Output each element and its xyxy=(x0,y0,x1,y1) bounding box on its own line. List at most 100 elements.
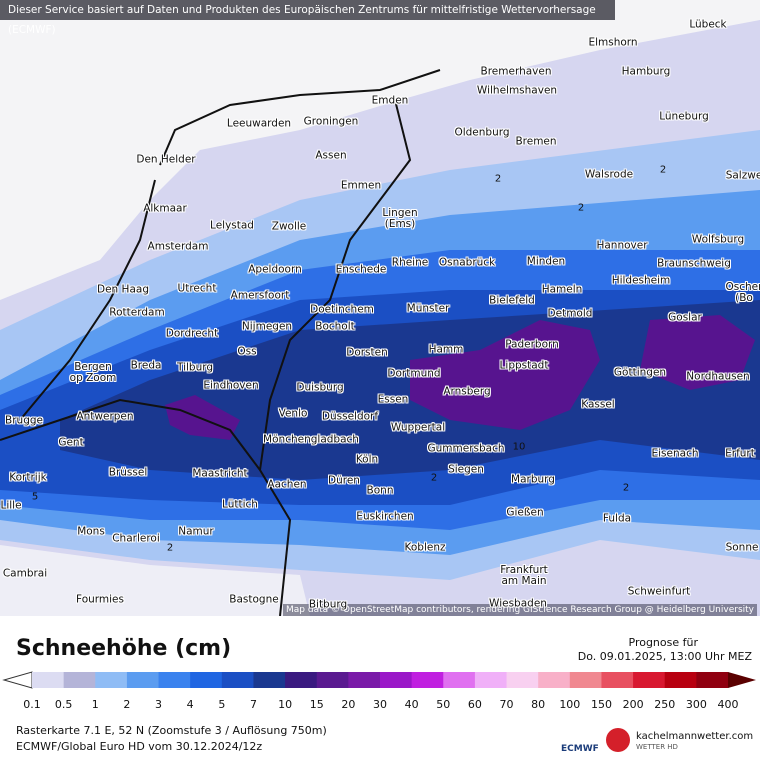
city-label: Apeldoorn xyxy=(248,263,302,276)
city-label: Mons xyxy=(77,525,105,538)
city-label: Salzwe xyxy=(725,169,760,182)
contour-label: 2 xyxy=(430,472,438,484)
colorbar-swatch xyxy=(506,672,539,688)
city-label: Hameln xyxy=(541,283,583,296)
colorbar-tick-label: 400 xyxy=(718,698,739,711)
colorbar-tick-label: 80 xyxy=(531,698,545,711)
contour-label: 2 xyxy=(166,542,174,554)
city-label: Groningen xyxy=(303,115,359,128)
colorbar-tick-label: 50 xyxy=(436,698,450,711)
colorbar-tick-label: 100 xyxy=(559,698,580,711)
colorbar-tick-label: 60 xyxy=(468,698,482,711)
city-label: Doetinchem xyxy=(310,303,374,316)
colorbar-tick-label: 15 xyxy=(310,698,324,711)
city-label: Bergen op Zoom xyxy=(69,361,117,384)
colorbar-tick-label: 150 xyxy=(591,698,612,711)
city-label: Minden xyxy=(526,255,566,268)
city-label: Wuppertal xyxy=(390,421,446,434)
colorbar-tick-label: 3 xyxy=(155,698,162,711)
city-label: Rheine xyxy=(391,256,429,269)
footer-line1: Rasterkarte 7.1 E, 52 N (Zoomstufe 3 / A… xyxy=(16,724,327,737)
colorbar-swatch xyxy=(221,672,254,688)
colorbar-tick-label: 70 xyxy=(500,698,514,711)
city-label: Aachen xyxy=(267,478,307,491)
colorbar-low xyxy=(2,671,33,689)
city-label: Tilburg xyxy=(176,361,214,374)
city-label: Emden xyxy=(371,94,409,107)
city-label: Eisenach xyxy=(651,447,699,460)
city-label: Enschede xyxy=(335,263,387,276)
city-label: Antwerpen xyxy=(76,410,134,423)
city-label: Köln xyxy=(355,453,379,466)
city-label: Dordrecht xyxy=(165,327,219,340)
city-label: Hamm xyxy=(428,343,464,356)
city-label: Alkmaar xyxy=(143,202,187,215)
colorbar-swatch xyxy=(443,672,476,688)
city-label: Sonne xyxy=(725,541,759,554)
colorbar-swatch xyxy=(253,672,286,688)
city-label: Wiesbaden xyxy=(489,597,547,610)
city-label: Siegen xyxy=(448,463,484,476)
city-label: Namur xyxy=(178,525,214,538)
colorbar-tick-label: 1 xyxy=(92,698,99,711)
site-logo-sub: WETTER HD xyxy=(636,743,678,751)
colorbar-tick-label: 40 xyxy=(405,698,419,711)
city-label: Braunschweig xyxy=(657,257,731,270)
city-label: Zwolle xyxy=(271,220,307,233)
city-label: Den Helder xyxy=(136,153,196,166)
city-label: Düren xyxy=(328,474,360,487)
ecmwf-logo: ECMWF xyxy=(561,744,599,754)
colorbar-tick-label: 4 xyxy=(187,698,194,711)
city-label: Rotterdam xyxy=(109,306,165,319)
city-label: Düsseldorf xyxy=(321,410,379,423)
city-label: Bitburg xyxy=(308,598,348,611)
city-label: Lüttich xyxy=(222,498,258,511)
city-label: Essen xyxy=(377,393,409,406)
colorbar-high xyxy=(728,672,756,688)
city-label: Lingen (Ems) xyxy=(382,207,418,230)
city-label: Assen xyxy=(315,149,347,162)
city-label: Brugge xyxy=(5,414,43,427)
banner: Dieser Service basiert auf Daten und Pro… xyxy=(0,0,615,36)
city-label: Osnabrück xyxy=(438,256,496,269)
city-label: Goslar xyxy=(668,311,702,324)
colorbar-tick-label: 2 xyxy=(123,698,130,711)
contour-label: 2 xyxy=(494,173,502,185)
colorbar-swatch xyxy=(190,672,223,688)
city-label: Maastricht xyxy=(192,467,248,480)
city-label: Euskirchen xyxy=(356,510,414,523)
city-label: Bonn xyxy=(366,484,394,497)
city-label: Oss xyxy=(237,345,257,358)
site-logo: kachelmannwetter.com xyxy=(636,731,754,742)
city-label: Utrecht xyxy=(177,282,217,295)
city-label: Münster xyxy=(406,302,450,315)
colorbar-tick-label: 250 xyxy=(654,698,675,711)
city-label: Cambrai xyxy=(2,567,48,580)
contour-label: 2 xyxy=(577,202,585,214)
colorbar-tick-label: 7 xyxy=(250,698,257,711)
contour-label: 2 xyxy=(659,164,667,176)
colorbar-tick-label: 200 xyxy=(623,698,644,711)
city-label: Charleroi xyxy=(112,532,160,545)
city-label: Oldenburg xyxy=(454,126,510,139)
city-label: Kassel xyxy=(581,398,615,411)
colorbar-swatch xyxy=(380,672,413,688)
city-label: Lille xyxy=(0,499,22,512)
colorbar-swatch xyxy=(664,672,697,688)
colorbar-swatch xyxy=(158,672,191,688)
city-label: Wilhelmshaven xyxy=(476,84,558,97)
forecast-time: Do. 09.01.2025, 13:00 Uhr MEZ xyxy=(577,650,752,663)
forecast-label: Prognose für xyxy=(628,636,699,649)
city-label: Dortmund xyxy=(387,367,441,380)
city-label: Marburg xyxy=(511,473,555,486)
city-label: Nordhausen xyxy=(686,370,750,383)
colorbar: 0.1 0.5 1 2 3 4 5 7 10 15 20 30 40 50 60 70 80 100 150 200 2… xyxy=(2,671,756,711)
colorbar-swatch xyxy=(474,672,508,688)
city-label: Wolfsburg xyxy=(691,233,745,246)
city-label: Erfurt xyxy=(725,447,755,460)
city-label: Bremerhaven xyxy=(480,65,552,78)
city-label: Brüssel xyxy=(108,466,148,479)
colorbar-tick-label: 0.5 xyxy=(55,698,73,711)
colorbar-swatch xyxy=(95,672,128,688)
city-label: Elmshorn xyxy=(588,36,638,49)
